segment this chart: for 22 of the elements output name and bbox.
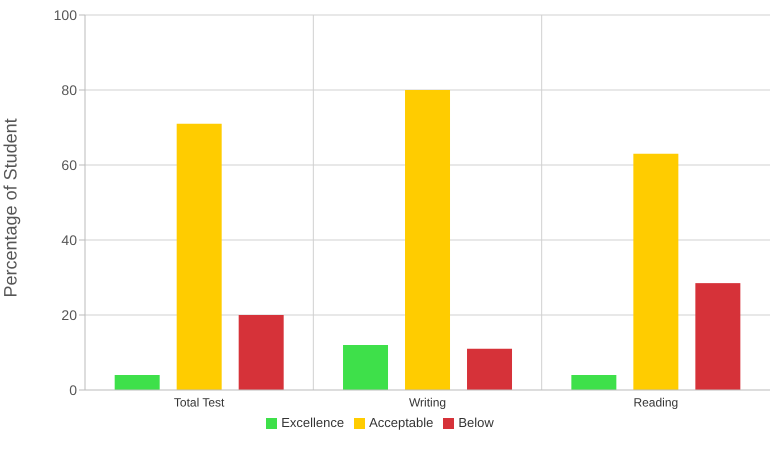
y-tick-label: 20 <box>61 306 78 323</box>
y-tick-label: 40 <box>61 232 78 248</box>
x-tick-label: Reading <box>633 396 678 410</box>
legend-label: Acceptable <box>369 415 434 430</box>
bar <box>695 283 740 390</box>
bar <box>405 90 450 390</box>
x-tick-label: Total Test <box>174 396 226 410</box>
bar <box>176 124 222 390</box>
y-tick-label: 100 <box>54 6 78 23</box>
legend-label: Excellence <box>281 415 344 430</box>
y-tick-label: 0 <box>69 382 78 398</box>
y-tick-label: 80 <box>61 82 78 98</box>
y-axis-title: Percentage of Student <box>0 118 20 298</box>
bar <box>571 375 616 390</box>
y-tick-label: 60 <box>61 156 78 173</box>
legend-label: Below <box>458 415 494 430</box>
bar <box>343 345 388 390</box>
bar <box>114 375 160 390</box>
x-tick-label: Writing <box>408 396 446 410</box>
bar <box>467 348 512 390</box>
bar <box>633 154 678 390</box>
bar <box>238 315 284 390</box>
